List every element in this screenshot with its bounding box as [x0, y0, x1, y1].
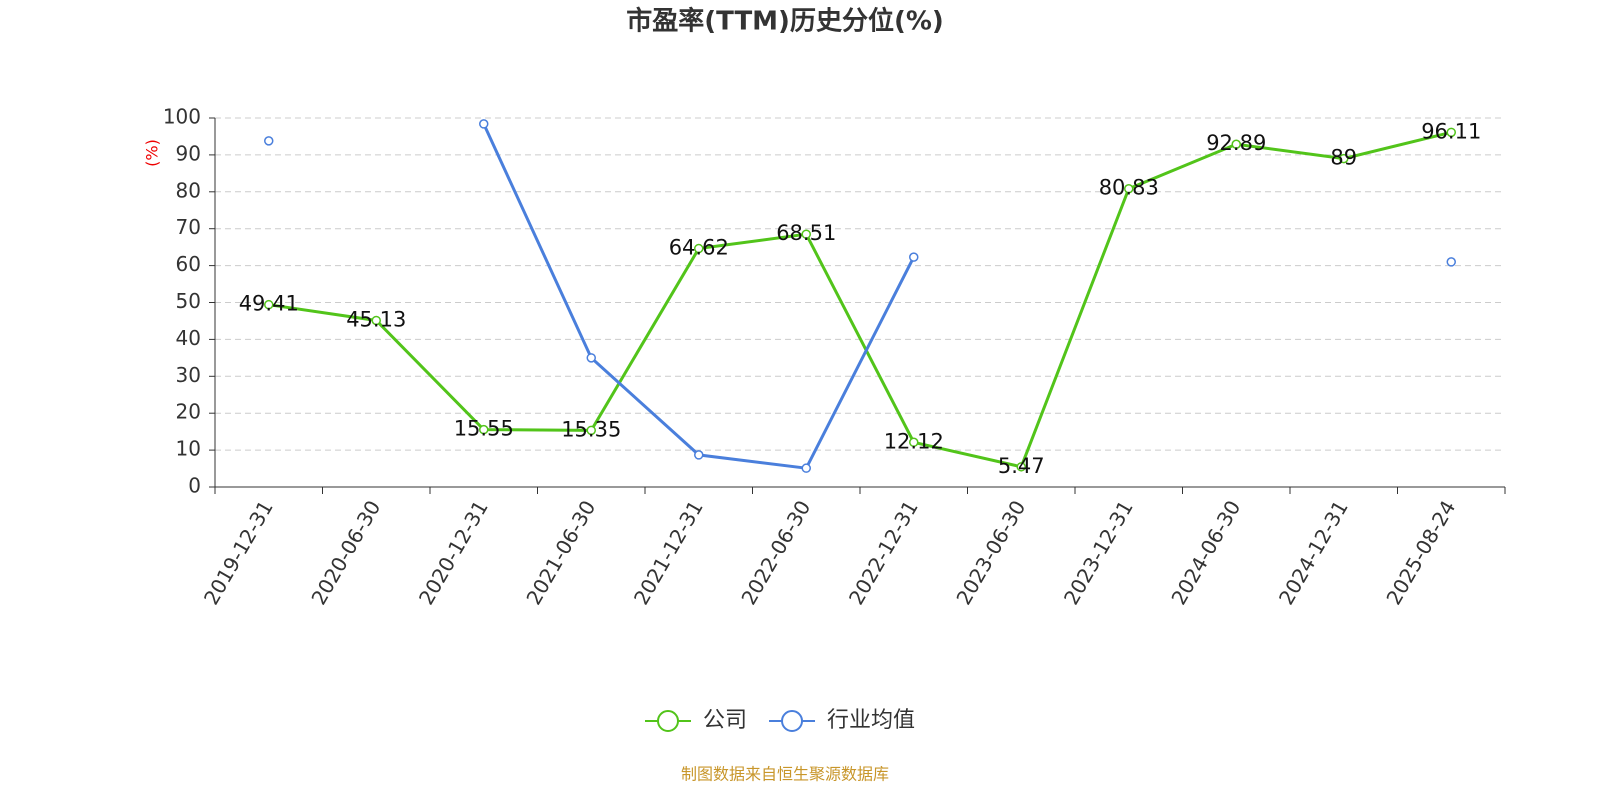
- y-tick-label: 60: [176, 252, 201, 276]
- legend-marker: [657, 710, 679, 732]
- data-label: 89: [1330, 146, 1357, 170]
- data-point: [801, 229, 811, 239]
- source-note: 制图数据来自恒生聚源数据库: [681, 765, 889, 784]
- x-tick-label: 2025-08-24: [1381, 496, 1460, 609]
- data-point: [1016, 462, 1026, 472]
- data-label: 12.12: [884, 429, 944, 453]
- x-tick-label: 2020-06-30: [306, 496, 385, 609]
- x-tick-label: 2024-12-31: [1274, 496, 1353, 609]
- data-point: [264, 299, 274, 310]
- data-label: 68.51: [776, 221, 836, 245]
- y-tick-label: 50: [176, 289, 201, 313]
- y-tick-label: 90: [176, 141, 201, 165]
- data-point: [1446, 257, 1456, 267]
- series-line: [268, 130, 1452, 469]
- data-label: 45.13: [346, 307, 406, 331]
- y-axis-label: (%): [143, 139, 162, 167]
- legend-marker: [781, 710, 804, 732]
- data-point: [264, 136, 274, 146]
- y-tick-label: 70: [176, 215, 201, 239]
- x-tick-label: 2023-12-31: [1059, 496, 1138, 609]
- y-tick-label: 100: [163, 105, 201, 129]
- data-point: [479, 119, 489, 129]
- y-tick-label: 30: [176, 363, 201, 387]
- series-line: [484, 124, 1452, 468]
- data-point: [694, 243, 704, 254]
- data-point: [1339, 153, 1349, 164]
- data-label: 49.41: [239, 292, 299, 316]
- x-tick-label: 2020-12-31: [414, 496, 493, 609]
- x-tick-label: 2023-06-30: [951, 496, 1030, 609]
- x-tick-label: 2021-06-30: [521, 496, 600, 609]
- data-label: 80.83: [1099, 176, 1159, 200]
- x-tick-label: 2022-12-31: [844, 496, 923, 609]
- data-point: [909, 252, 919, 262]
- y-tick-label: 0: [188, 474, 201, 498]
- data-point: [801, 463, 811, 473]
- data-point: [909, 437, 919, 448]
- data-label: 5.47: [998, 454, 1045, 478]
- data-point: [371, 315, 381, 326]
- data-point: [586, 353, 596, 363]
- x-tick-label: 2019-12-31: [199, 496, 278, 609]
- y-tick-label: 80: [176, 178, 201, 202]
- chart-title: 市盈率(TTM)历史分位(%): [626, 6, 944, 37]
- data-label: 15.35: [561, 417, 621, 441]
- legend-label: 行业均值: [827, 708, 915, 733]
- data-label: 92.89: [1206, 131, 1266, 155]
- data-label: 15.55: [454, 417, 514, 441]
- x-tick-label: 2022-06-30: [736, 496, 815, 609]
- y-tick-label: 20: [176, 400, 201, 424]
- data-point: [1446, 127, 1456, 138]
- legend-label: 公司: [703, 708, 747, 733]
- x-tick-label: 2024-06-30: [1166, 496, 1245, 609]
- data-point: [586, 425, 596, 436]
- y-tick-label: 40: [176, 326, 201, 350]
- data-label: 64.62: [669, 236, 729, 260]
- data-point: [1231, 139, 1241, 149]
- x-tick-label: 2021-12-31: [629, 496, 708, 609]
- data-point: [694, 450, 704, 460]
- data-point: [1124, 183, 1134, 194]
- data-point: [479, 424, 489, 435]
- y-tick-label: 10: [176, 437, 201, 461]
- data-label: 96.11: [1421, 119, 1481, 143]
